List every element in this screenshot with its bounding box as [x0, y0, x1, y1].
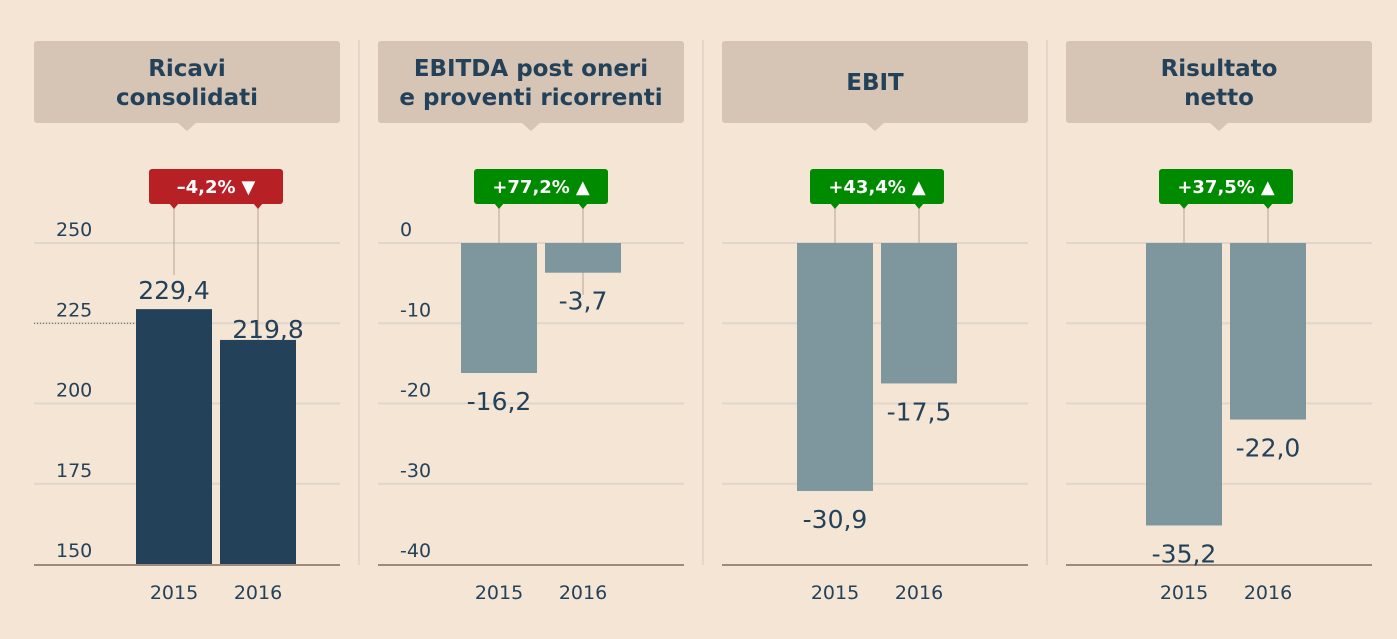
x-tick-label: 2015: [475, 582, 523, 604]
badge-pointer: [830, 203, 840, 209]
change-percent: –4,2%: [177, 177, 236, 198]
chart-panel-2: EBIT -30,9 2015 -17,5 2016 +43,4% ▲: [722, 41, 1028, 604]
title-box: [1066, 41, 1372, 123]
change-percent: +77,2%: [492, 177, 570, 198]
change-badge: [810, 169, 944, 204]
title-pointer: [1210, 123, 1228, 131]
x-tick-label: 2015: [1160, 582, 1208, 604]
chart-panel-3: Risultato netto -35,2 2015 -22,0 2016 +37,5% ▲: [1066, 41, 1372, 604]
panel-title: EBITDA post oneri: [414, 56, 648, 82]
y-tick-label: -20: [400, 380, 431, 402]
bar-2016: [220, 339, 296, 564]
change-badge-label: +77,2% ▲: [492, 177, 590, 198]
value-label: 219,8: [232, 315, 304, 344]
panel-title: consolidati: [116, 85, 258, 111]
badge-pointer: [253, 203, 263, 209]
bar-2016: [1230, 243, 1306, 420]
panel-title: Risultato: [1161, 56, 1278, 82]
value-label: -22,0: [1236, 434, 1301, 463]
x-tick-label: 2016: [1244, 582, 1292, 604]
badge-pointer: [914, 203, 924, 209]
y-tick-label: 175: [56, 460, 92, 482]
badge-pointer: [578, 203, 588, 209]
arrow-up-icon: ▲: [1261, 177, 1275, 198]
value-label: -17,5: [887, 397, 952, 426]
badge-pointer: [1263, 203, 1273, 209]
change-badge: [149, 169, 283, 204]
title-pointer: [866, 123, 884, 131]
value-label: 229,4: [138, 276, 210, 305]
value-label: -16,2: [467, 387, 532, 416]
y-tick-label: -30: [400, 460, 431, 482]
change-badge: [1159, 169, 1293, 204]
title-pointer: [178, 123, 196, 131]
y-tick-label: 0: [400, 219, 412, 241]
y-tick-label: 225: [56, 299, 92, 321]
y-tick-label: -40: [400, 540, 431, 562]
arrow-up-icon: ▲: [576, 177, 590, 198]
panel-title: EBIT: [846, 70, 904, 96]
bar-2015: [461, 243, 537, 374]
value-label: -30,9: [803, 505, 868, 534]
change-badge-label: +37,5% ▲: [1177, 177, 1275, 198]
x-tick-label: 2015: [150, 582, 198, 604]
value-label: -3,7: [559, 287, 608, 316]
badge-pointer: [169, 203, 179, 209]
y-tick-label: 150: [56, 540, 92, 562]
panel-title: netto: [1184, 85, 1254, 111]
chart-panel-0: Ricavi consolidati 250 225 200 175 150 229,4 201…: [34, 41, 340, 604]
bar-2016: [881, 243, 957, 384]
title-pointer: [522, 123, 540, 131]
panel-title: e proventi ricorrenti: [399, 85, 662, 111]
arrow-up-icon: ▲: [912, 177, 926, 198]
title-box: [378, 41, 684, 123]
bar-2016: [545, 243, 621, 273]
change-badge-label: +43,4% ▲: [828, 177, 926, 198]
x-tick-label: 2015: [811, 582, 859, 604]
panel-title: Ricavi: [148, 56, 226, 82]
bar-2015: [136, 309, 212, 564]
bar-2015: [1146, 243, 1222, 526]
badge-pointer: [494, 203, 504, 209]
title-box: [34, 41, 340, 123]
x-tick-label: 2016: [559, 582, 607, 604]
x-tick-label: 2016: [895, 582, 943, 604]
arrow-down-icon: ▼: [242, 177, 256, 198]
x-tick-label: 2016: [234, 582, 282, 604]
chart-panel-1: EBITDA post oneri e proventi ricorrenti 0 -…: [378, 41, 684, 604]
change-badge-label: –4,2% ▼: [177, 177, 256, 198]
value-label: -35,2: [1152, 539, 1217, 568]
y-tick-label: -10: [400, 299, 431, 321]
title-box: [722, 41, 1028, 123]
y-tick-label: 200: [56, 380, 92, 402]
bar-2015: [797, 243, 873, 491]
change-percent: +37,5%: [1177, 177, 1255, 198]
change-percent: +43,4%: [828, 177, 906, 198]
change-badge: [474, 169, 608, 204]
badge-pointer: [1179, 203, 1189, 209]
y-tick-label: 250: [56, 219, 92, 241]
